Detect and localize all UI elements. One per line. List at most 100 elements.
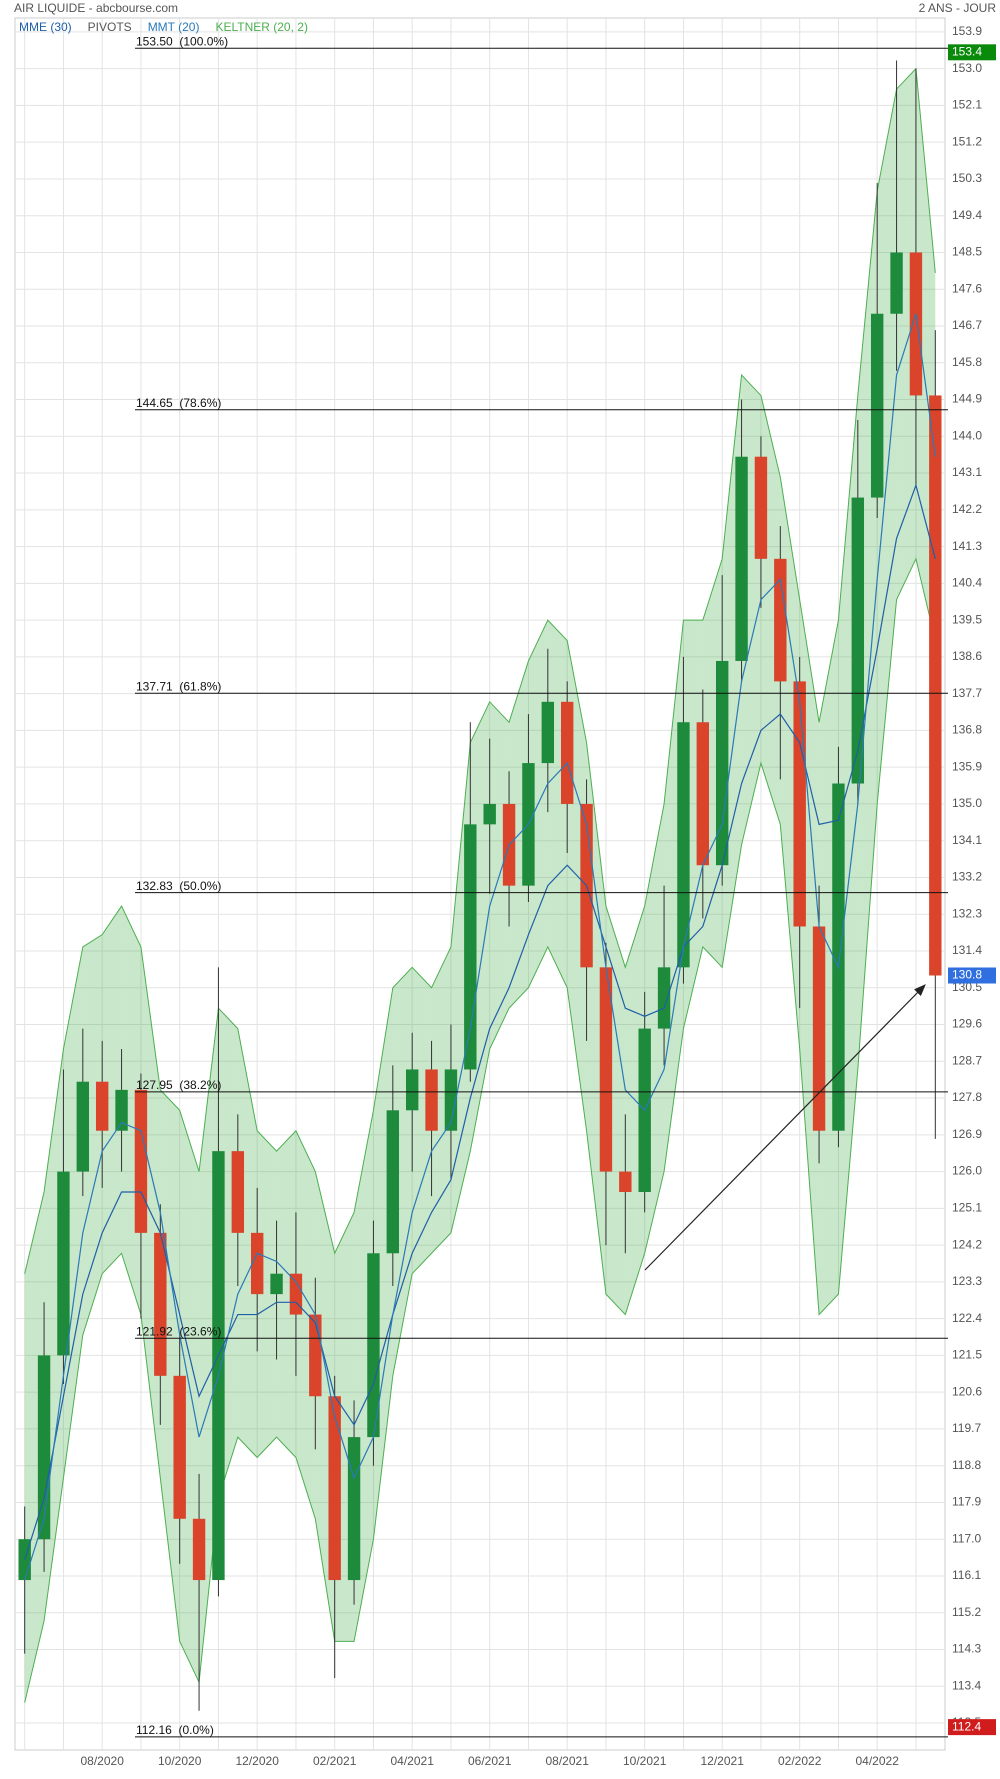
candle-body [677,722,690,968]
fib-levels: 153.50 (100.0%) 144.65 (78.6%) 137.71 (61.… [135,34,948,1738]
legend-entry: MME (30) [19,20,72,34]
price-tag-label: 112.4 [952,1719,981,1733]
indicator-line [24,483,936,1560]
fib-label: 137.71 (61.8%) [136,679,221,693]
indicator-lines [24,313,936,1581]
keltner-fill [295,1130,316,1519]
fib-label: 132.83 (50.0%) [136,879,221,893]
x-tick-label: 12/2021 [700,1754,744,1768]
y-tick-label: 148.5 [952,245,982,259]
y-tick-label: 153.0 [952,61,982,75]
legend-entry: MMT (20) [148,20,200,34]
price-tag-label: 153.4 [952,44,982,58]
candle-body [870,313,884,498]
y-tick-label: 133.2 [952,870,982,884]
keltner-upper [24,67,936,1274]
candle-body [405,1069,419,1111]
fib-label: 127.95 (38.2%) [136,1078,221,1092]
candle-body [793,681,806,927]
candle-body [541,701,555,764]
price-tag-label: 130.8 [952,968,982,982]
candle-body [328,1396,341,1581]
keltner-fill [431,946,451,1254]
candle-body [250,1232,264,1295]
keltner-fill [82,934,103,1335]
x-tick-label: 10/2021 [623,1754,667,1768]
candle-body [212,1151,225,1581]
candle-body [560,701,574,804]
candle-body [115,1089,128,1131]
candle-body [619,1171,632,1193]
y-tick-label: 144.9 [952,392,982,406]
annotation-arrow [644,984,926,1271]
candle-body [95,1081,109,1131]
candle-body [386,1110,400,1254]
keltner-fill [896,68,916,600]
legend-entry: PIVOTS [88,20,132,34]
y-tick-label: 126.9 [952,1127,982,1141]
candle-body [909,252,923,396]
y-tick-label: 147.6 [952,281,982,295]
candle-body [134,1089,148,1233]
keltner-fill [237,1028,258,1458]
candle-body [192,1518,206,1581]
y-tick-label: 150.3 [952,171,982,185]
y-tick-label: 153.9 [952,24,982,38]
candle-body [832,783,845,1131]
keltner-fill [276,1130,296,1458]
fib-label: 121.92 (23.6%) [136,1324,221,1338]
y-tick-label: 145.8 [952,355,982,369]
y-tick-label: 136.8 [952,723,982,737]
header-source: AIR LIQUIDE - abcbourse.com [14,1,178,15]
y-tick-label: 135.0 [952,796,982,810]
y-tick-label: 117.9 [952,1495,981,1509]
candle-body [599,967,613,1172]
y-tick-label: 125.1 [952,1201,982,1215]
plot-frame [14,17,946,1751]
candle-body [173,1375,186,1519]
candle-body [812,926,826,1131]
y-tick-label: 137.7 [952,686,982,700]
y-tick-label: 115.2 [952,1605,981,1619]
candle-body [444,1069,458,1131]
candle-body [231,1151,245,1233]
indicator-line [24,313,936,1581]
x-tick-label: 08/2020 [80,1754,124,1768]
candle-body [76,1081,90,1172]
y-tick-label: 139.5 [952,612,982,626]
y-tick-label: 132.3 [952,906,982,920]
y-tick-label: 119.7 [952,1421,981,1435]
y-tick-label: 114.3 [952,1642,981,1656]
fib-label: 112.16 (0.0%) [136,1723,214,1737]
keltner-lower [24,557,936,1703]
candle-body [270,1273,283,1295]
y-tick-label: 118.8 [952,1458,981,1472]
candle-body [929,395,942,976]
y-tick-label: 116.1 [952,1568,981,1582]
x-tick-label: 06/2021 [468,1754,512,1768]
price-tag [948,44,996,61]
y-tick-label: 113.4 [952,1678,981,1692]
price-tag [948,1719,996,1736]
y-tick-label: 127.8 [952,1090,982,1104]
candle-body [754,456,768,559]
fib-label: 153.50 (100.0%) [136,34,228,48]
x-tick-label: 10/2020 [158,1754,202,1768]
x-tick-label: 08/2021 [545,1754,589,1768]
candle-body [464,824,477,1070]
candle-body [425,1069,438,1131]
y-tick-label: 129.6 [952,1017,982,1031]
y-tick-label: 128.7 [952,1053,982,1067]
candles [18,60,942,1711]
candle-body [890,252,903,314]
fib-label: 144.65 (78.6%) [136,396,221,410]
axes: 153.9 153.0 152.1 151.2 150.3 149.4 148.5 147.6… [80,24,996,1768]
y-tick-label: 141.3 [952,539,982,553]
candle-body [715,660,729,866]
x-tick-label: 04/2022 [855,1754,899,1768]
x-tick-label: 04/2021 [390,1754,434,1768]
y-tick-label: 152.1 [952,98,982,112]
candle-body [289,1273,303,1315]
legend: MME (30) PIVOTS MMT (20) KELTNER (20, 2) [19,20,308,34]
